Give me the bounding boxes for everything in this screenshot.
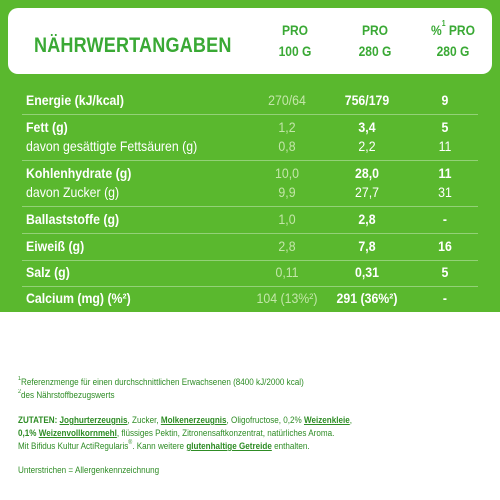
value-reference-percent: - [442,290,448,306]
value-per-100g: 270/64 [268,92,306,108]
value-per-100g: 0,11 [275,264,299,280]
footnote-reference-intake: 1Referenzmenge für einen durchschnittlic… [18,376,304,387]
value-reference-percent: 5 [441,264,449,280]
column-header-per-100g: PRO 100 G [278,22,312,59]
value-reference-percent: 31 [438,184,452,200]
ingredients-line-1: ZUTATEN: Joghurterzeugnis, Zucker, Molke… [18,415,353,425]
value-reference-percent: - [442,211,448,227]
nutrient-label: Eiweiß (g) [26,238,85,254]
table-title: NÄHRWERTANGABEN [34,34,232,57]
value-per-280g: 2,8 [358,211,376,227]
value-per-280g: 291 (36%²) [336,290,398,306]
allergen-note: Unterstrichen = Allergenkennzeichnung [18,465,160,475]
value-per-280g: 0,31 [355,264,379,280]
row-divider [22,114,478,115]
row-divider [22,260,478,261]
value-reference-percent: 11 [438,138,452,154]
value-per-280g: 756/179 [344,92,390,108]
ingredients-line-3: Mit Bifidus Kultur ActiRegularis®. Kann … [18,440,310,451]
value-per-280g: 28,0 [355,165,379,181]
value-per-100g: 2,8 [278,238,296,254]
value-per-100g: 1,2 [278,119,296,135]
column-header-reference-intake: %1 PRO 280 G [431,19,475,60]
row-divider [22,286,478,287]
nutrient-label: Ballaststoffe (g) [26,211,120,227]
value-per-280g: 27,7 [355,184,379,200]
value-per-280g: 2,2 [358,138,376,154]
value-per-100g: 0,8 [278,138,296,154]
value-per-100g: 10,0 [275,165,299,181]
value-per-100g: 1,0 [278,211,296,227]
nutrient-label: Salz (g) [26,264,70,280]
nutrient-label: Calcium (mg) (%²) [26,290,131,306]
ingredients-line-2: 0,1% Weizenvollkornmehl, flüssiges Pekti… [18,428,335,438]
row-divider [22,233,478,234]
row-divider [22,160,478,161]
table-row: Eiweiß (g) 2,8 7,8 16 [0,238,500,256]
table-row: Fett (g) 1,2 3,4 5 [0,119,500,137]
value-per-100g: 104 (13%²) [256,290,318,306]
nutrient-label: Fett (g) [26,119,68,135]
table-row: Energie (kJ/kcal) 270/64 756/179 9 [0,92,500,110]
value-reference-percent: 5 [441,119,449,135]
table-row: Kohlenhydrate (g) 10,0 28,0 11 [0,165,500,183]
value-reference-percent: 9 [441,92,449,108]
table-row: Ballaststoffe (g) 1,0 2,8 - [0,211,500,229]
value-per-280g: 3,4 [358,119,376,135]
table-row: Calcium (mg) (%²) 104 (13%²) 291 (36%²) … [0,290,500,308]
nutrient-sublabel: davon Zucker (g) [26,184,120,200]
nutrient-sublabel: davon gesättigte Fettsäuren (g) [26,138,198,154]
value-per-280g: 7,8 [358,238,376,254]
column-header-per-280g: PRO 280 G [358,22,392,59]
value-reference-percent: 16 [438,238,452,254]
value-reference-percent: 11 [438,165,452,181]
row-divider [22,206,478,207]
value-per-100g: 9,9 [278,184,296,200]
footnote-nutrient-reference: 2des Nährstoffbezugswerts [18,389,115,400]
table-header: NÄHRWERTANGABEN PRO 100 G PRO 280 G %1 P… [8,8,492,74]
nutrient-label: Energie (kJ/kcal) [26,92,124,108]
nutrient-label: Kohlenhydrate (g) [26,165,132,181]
table-row: Salz (g) 0,11 0,31 5 [0,264,500,282]
table-row: davon Zucker (g) 9,9 27,7 31 [0,184,500,202]
table-row: davon gesättigte Fettsäuren (g) 0,8 2,2 … [0,138,500,156]
